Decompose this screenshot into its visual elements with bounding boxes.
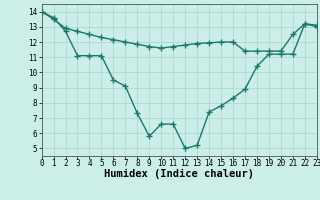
X-axis label: Humidex (Indice chaleur): Humidex (Indice chaleur) [104, 169, 254, 179]
